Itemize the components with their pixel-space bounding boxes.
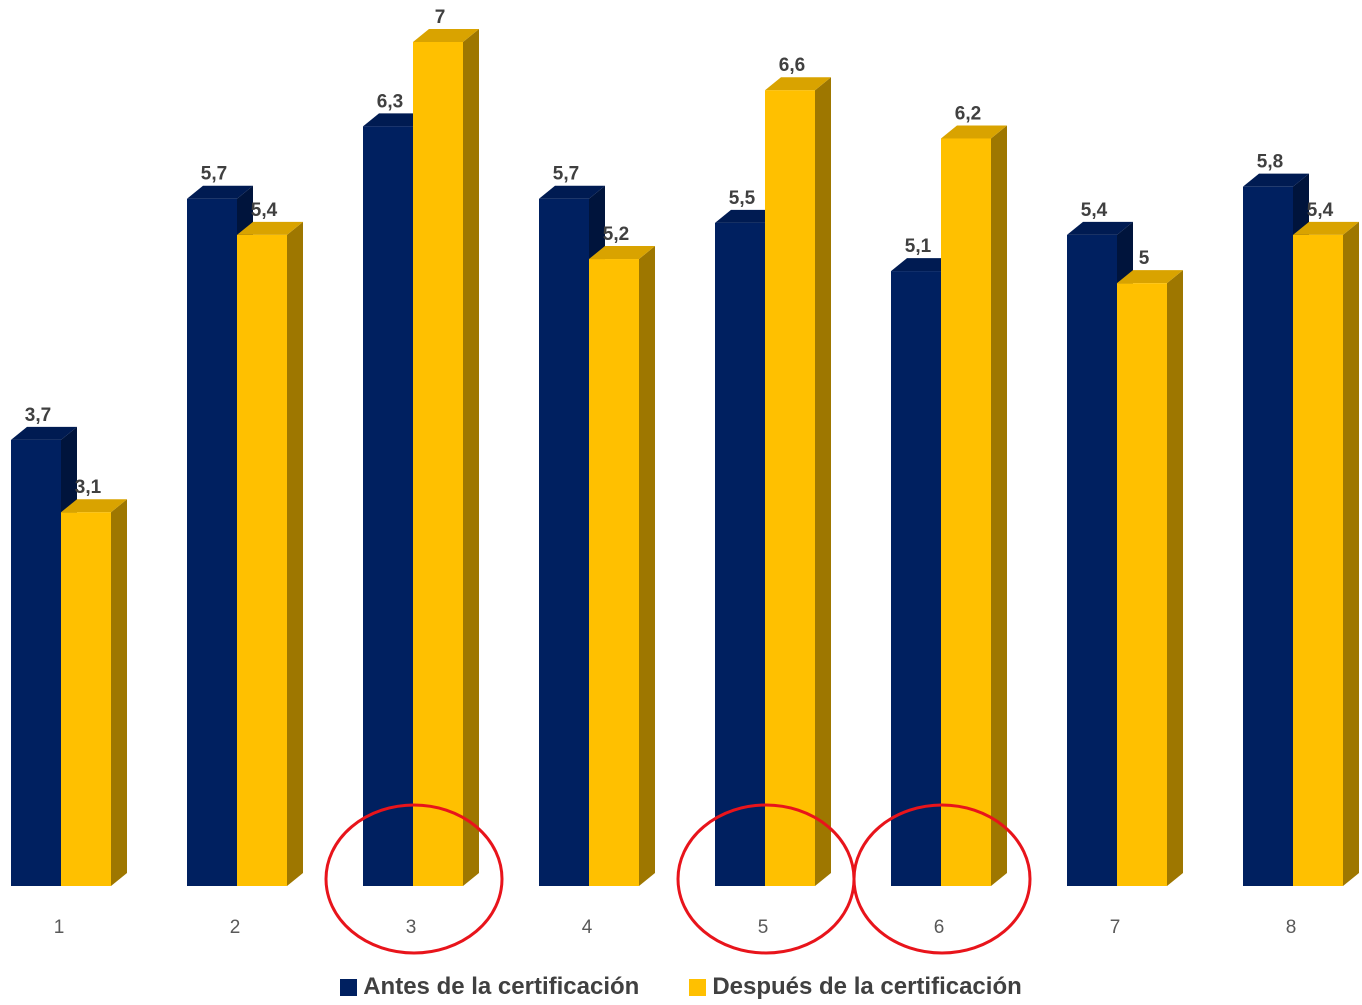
- bar-front-despues-7: [1117, 283, 1167, 887]
- data-label-despues-5: 6,6: [779, 55, 805, 76]
- bar-despues-8: [1293, 221, 1359, 886]
- category-label-5: 5: [758, 917, 769, 938]
- category-label-1: 1: [54, 917, 65, 938]
- data-label-antes-7: 5,4: [1081, 200, 1108, 221]
- bar-despues-5: [765, 77, 831, 886]
- chart-plot: 3,7 3,1 5,7 5,4 6,3 7 5,7 5,2 5,5 6,6 5,1 6,2 5,4 5 5,…: [11, 7, 1359, 955]
- category-label-4: 4: [582, 917, 593, 938]
- data-label-despues-3: 7: [435, 7, 446, 28]
- bar-despues-4: [589, 246, 655, 886]
- bar-front-despues-6: [941, 138, 991, 886]
- bar-top-antes-7: [1067, 221, 1133, 235]
- bar-front-despues-3: [413, 42, 463, 886]
- highlight-circle-6: [852, 803, 1032, 955]
- bar-side-despues-6: [991, 125, 1007, 886]
- bar-top-antes-6: [891, 258, 957, 272]
- data-label-antes-4: 5,7: [553, 164, 579, 185]
- data-label-antes-6: 5,1: [905, 236, 932, 257]
- bar-side-despues-4: [639, 246, 655, 886]
- data-label-despues-1: 3,1: [75, 477, 102, 498]
- bar-top-despues-5: [765, 77, 831, 91]
- data-label-antes-2: 5,7: [201, 164, 227, 185]
- bar-front-antes-2: [187, 198, 237, 886]
- bar-side-despues-1: [111, 499, 127, 886]
- bar-front-despues-8: [1293, 234, 1343, 886]
- bar-front-despues-1: [61, 512, 111, 886]
- category-label-3: 3: [406, 917, 417, 938]
- bar-top-antes-3: [363, 113, 429, 127]
- data-label-antes-8: 5,8: [1257, 152, 1283, 173]
- highlight-circle-3: [324, 803, 504, 955]
- bar-front-antes-7: [1067, 234, 1117, 886]
- category-label-7: 7: [1110, 917, 1121, 938]
- bars: [11, 29, 1359, 887]
- bar-front-antes-1: [11, 439, 61, 886]
- bar-top-despues-3: [413, 29, 479, 42]
- bar-front-despues-5: [765, 90, 815, 886]
- legend-item-despues: Después de la certificación: [689, 973, 1022, 1001]
- bar-top-antes-4: [539, 185, 605, 199]
- legend-label-antes: Antes de la certificación: [363, 973, 640, 1000]
- data-labels: 3,7 3,1 5,7 5,4 6,3 7 5,7 5,2 5,5 6,6 5,1 6,2 5,4 5 5,…: [25, 7, 1334, 498]
- bar-side-despues-7: [1167, 270, 1183, 887]
- legend: Antes de la certificación Después de la …: [0, 970, 1362, 1004]
- data-label-despues-2: 5,4: [251, 200, 278, 221]
- bar-top-despues-7: [1117, 270, 1183, 284]
- bar-front-antes-6: [891, 271, 941, 887]
- bar-despues-7: [1117, 270, 1183, 887]
- highlight-circles: [324, 803, 1032, 955]
- legend-item-antes: Antes de la certificación: [340, 973, 639, 1001]
- legend-swatch-antes: [340, 978, 358, 996]
- bar-top-despues-1: [61, 499, 127, 513]
- data-label-despues-6: 6,2: [955, 103, 981, 124]
- bar-side-despues-2: [287, 221, 303, 886]
- bar-top-despues-6: [941, 125, 1007, 139]
- data-label-antes-5: 5,5: [729, 188, 756, 209]
- category-label-8: 8: [1286, 917, 1297, 938]
- bar-top-despues-8: [1293, 221, 1359, 235]
- bar-despues-6: [941, 125, 1007, 886]
- bar-despues-1: [61, 499, 127, 886]
- bar-top-antes-5: [715, 209, 781, 223]
- bar-side-despues-8: [1343, 221, 1359, 886]
- bar-despues-3: [413, 29, 479, 886]
- bar-front-antes-4: [539, 198, 589, 886]
- bar-top-antes-8: [1243, 173, 1309, 187]
- bar-front-antes-5: [715, 222, 765, 886]
- bar-side-despues-3: [463, 29, 479, 886]
- category-labels: 1 2 3 4 5 6 7 8: [54, 917, 1297, 938]
- data-label-despues-8: 5,4: [1307, 200, 1334, 221]
- bar-front-antes-3: [363, 126, 413, 886]
- category-label-6: 6: [934, 917, 945, 938]
- bar-top-despues-2: [237, 221, 303, 235]
- bar-front-despues-2: [237, 234, 287, 886]
- bar-top-despues-4: [589, 246, 655, 260]
- data-label-despues-4: 5,2: [603, 224, 629, 245]
- bar-top-antes-1: [11, 426, 77, 440]
- bar-front-despues-4: [589, 259, 639, 886]
- data-label-antes-1: 3,7: [25, 405, 51, 426]
- bar-side-despues-5: [815, 77, 831, 886]
- legend-swatch-despues: [689, 978, 707, 996]
- bar-front-antes-8: [1243, 186, 1293, 886]
- legend-label-despues: Después de la certificación: [712, 973, 1022, 1000]
- data-label-despues-7: 5: [1139, 248, 1150, 269]
- category-label-2: 2: [230, 917, 241, 938]
- bar-top-antes-2: [187, 185, 253, 199]
- data-label-antes-3: 6,3: [377, 91, 403, 112]
- bar-despues-2: [237, 221, 303, 886]
